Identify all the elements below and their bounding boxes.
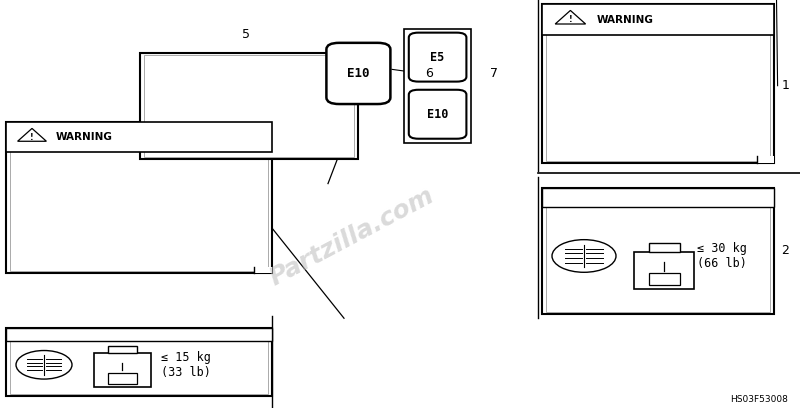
Polygon shape: [18, 129, 46, 141]
Bar: [546, 190, 770, 312]
Bar: [6, 122, 272, 273]
Text: 1: 1: [782, 79, 790, 92]
Bar: [542, 4, 774, 163]
Bar: [6, 122, 272, 152]
Circle shape: [16, 350, 72, 379]
Bar: [546, 6, 770, 161]
Bar: [10, 124, 268, 271]
Text: Partzilla.com: Partzilla.com: [266, 183, 438, 290]
Bar: [108, 373, 137, 384]
Text: !: !: [569, 15, 572, 24]
Text: 7: 7: [490, 67, 498, 80]
Bar: [94, 353, 151, 387]
Bar: [144, 55, 354, 157]
Text: HS03F53008: HS03F53008: [730, 395, 788, 404]
Bar: [542, 4, 774, 35]
Bar: [404, 29, 471, 143]
Bar: [6, 328, 272, 396]
Bar: [108, 346, 137, 353]
Text: WARNING: WARNING: [597, 15, 654, 24]
FancyBboxPatch shape: [409, 33, 466, 82]
Bar: [10, 330, 268, 394]
Text: E5: E5: [430, 51, 445, 64]
Bar: [650, 243, 680, 252]
Bar: [542, 188, 774, 314]
Text: WARNING: WARNING: [56, 132, 113, 142]
Text: ≤ 30 kg
(66 lb): ≤ 30 kg (66 lb): [698, 242, 747, 270]
Bar: [542, 188, 774, 207]
Text: 6: 6: [426, 67, 434, 80]
Text: 2: 2: [782, 244, 790, 257]
Bar: [757, 156, 774, 163]
Circle shape: [552, 239, 616, 272]
FancyBboxPatch shape: [409, 90, 466, 139]
Text: E10: E10: [347, 67, 370, 80]
Bar: [650, 273, 680, 285]
Text: 5: 5: [242, 28, 250, 41]
Bar: [6, 328, 272, 341]
FancyBboxPatch shape: [326, 43, 390, 104]
Bar: [634, 252, 694, 289]
Text: ≤ 15 kg
(33 lb): ≤ 15 kg (33 lb): [161, 351, 210, 379]
Bar: [254, 267, 272, 273]
Text: E10: E10: [427, 108, 448, 121]
Bar: [140, 53, 358, 159]
Polygon shape: [555, 11, 586, 24]
Text: !: !: [30, 133, 34, 142]
